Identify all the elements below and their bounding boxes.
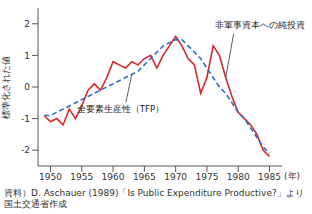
svg-text:非軍事資本への純投資: 非軍事資本への純投資	[215, 20, 304, 30]
svg-text:1975: 1975	[195, 172, 218, 182]
svg-text:1985: 1985	[258, 172, 281, 182]
svg-text:-2: -2	[21, 145, 30, 155]
html-text:資料）D. Aschauer (1989)「Is Publi: 資料）D. Aschauer (1989)「Is Public Expendit…	[4, 188, 304, 209]
svg-text:1960: 1960	[102, 172, 125, 182]
svg-text:1970: 1970	[164, 172, 187, 182]
svg-text:0: 0	[24, 82, 30, 92]
svg-text:1980: 1980	[227, 172, 250, 182]
svg-text:標準化された値: 標準化された値	[8, 56, 11, 119]
svg-text:1955: 1955	[70, 172, 93, 182]
svg-text:1965: 1965	[133, 172, 156, 182]
svg-text:1: 1	[24, 51, 30, 61]
svg-text:2: 2	[24, 19, 30, 29]
svg-text:1950: 1950	[39, 172, 62, 182]
svg-text:(年): (年)	[284, 171, 300, 181]
svg-text:-1: -1	[21, 114, 30, 124]
svg-text:全要素生産性（TFP）: 全要素生産性（TFP）	[77, 104, 164, 114]
